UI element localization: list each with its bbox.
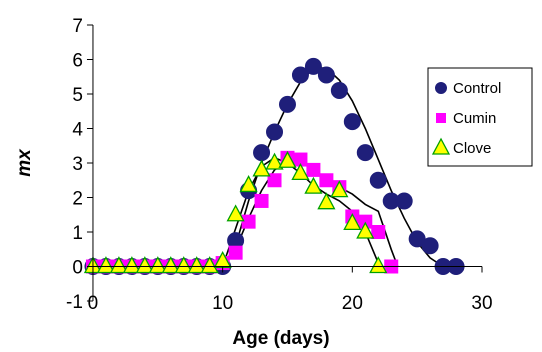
- control-point: [356, 144, 374, 162]
- clove-point: [200, 256, 219, 274]
- control-point: [369, 171, 387, 189]
- control-point: [266, 123, 284, 141]
- clove-point: [226, 204, 245, 222]
- control-point: [343, 113, 361, 131]
- clove-point: [187, 256, 206, 274]
- cumin-point: [319, 173, 334, 188]
- control-point: [253, 144, 271, 162]
- series-cumin: [85, 150, 399, 274]
- y-tick-label: 2: [72, 189, 83, 210]
- legend: Control Cumin Clove: [427, 67, 533, 167]
- x-tick-label: 0: [88, 293, 99, 314]
- legend-label-cumin: Cumin: [453, 110, 496, 127]
- clove-point: [343, 212, 362, 231]
- x-axis-title: Age (days): [232, 328, 329, 349]
- clove-point: [278, 150, 297, 168]
- legend-label-clove: Clove: [453, 140, 491, 157]
- x-tick-label: 20: [342, 293, 363, 314]
- control-point: [304, 57, 322, 75]
- cumin-point: [306, 162, 321, 177]
- clove-point: [135, 256, 154, 274]
- clove-point: [148, 256, 167, 274]
- y-tick-label: 7: [72, 16, 83, 37]
- cumin-point: [228, 245, 243, 260]
- control-point: [421, 237, 439, 255]
- legend-marker-control: [435, 82, 447, 94]
- y-tick-label: -1: [66, 292, 83, 313]
- clove-point: [122, 256, 141, 274]
- y-axis-title: mx: [14, 148, 35, 177]
- control-point: [317, 66, 335, 84]
- clove-point: [317, 192, 336, 210]
- y-tick-label: 6: [72, 51, 83, 72]
- clove-point: [174, 256, 193, 274]
- legend-marker-clove: [431, 137, 451, 155]
- control-point: [395, 192, 413, 210]
- clove-point: [252, 159, 271, 177]
- y-tick-label: 0: [72, 258, 83, 279]
- y-tick-label: 3: [72, 154, 83, 175]
- control-point: [278, 95, 296, 113]
- cumin-point: [371, 225, 386, 239]
- clove-point: [239, 175, 258, 193]
- clove-point: [330, 180, 349, 198]
- clove-point: [109, 256, 128, 274]
- clove-point: [369, 256, 388, 274]
- control-point: [330, 82, 348, 100]
- y-tick-label: 4: [72, 120, 83, 141]
- cumin-point: [293, 152, 308, 167]
- legend-label-control: Control: [453, 80, 501, 97]
- legend-marker-cumin: [436, 113, 446, 123]
- cumin-point: [254, 193, 269, 208]
- data-markers: [83, 57, 465, 275]
- x-tick-label: 30: [471, 293, 492, 314]
- control-point: [291, 66, 309, 84]
- clove-point: [161, 256, 180, 274]
- cumin-point: [267, 173, 282, 188]
- control-point: [408, 230, 426, 248]
- y-tick-label: 1: [72, 223, 83, 244]
- x-tick-label: 10: [212, 293, 233, 314]
- clove-point: [265, 152, 284, 170]
- clove-point: [291, 162, 310, 181]
- cumin-point: [241, 214, 256, 229]
- clove-point: [356, 221, 375, 239]
- y-tick-label: 5: [72, 85, 83, 106]
- clove-point: [96, 256, 116, 274]
- clove-point: [304, 176, 323, 194]
